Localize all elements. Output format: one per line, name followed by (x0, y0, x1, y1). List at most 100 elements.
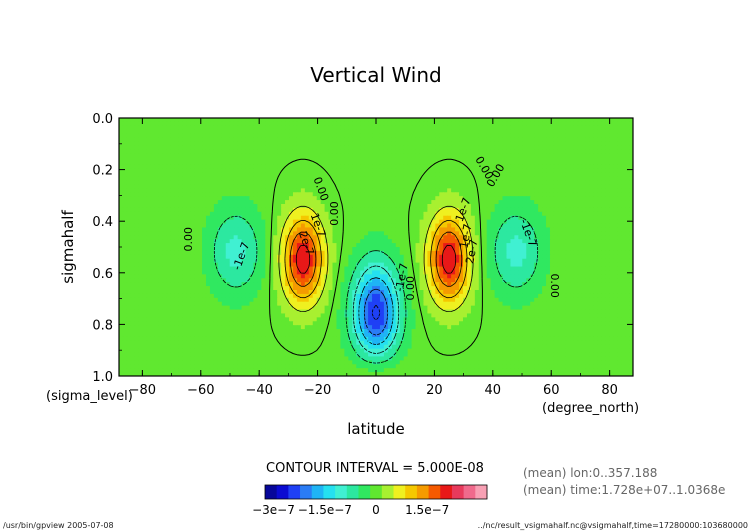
heatmap-cell (589, 204, 595, 209)
heatmap-cell (174, 211, 179, 217)
heatmap-cell (534, 258, 539, 264)
heatmap-cell (332, 121, 338, 127)
heatmap-cell (526, 254, 531, 260)
heatmap-cell (265, 125, 270, 131)
heatmap-cell (182, 176, 187, 182)
heatmap-cell (340, 196, 345, 201)
heatmap-cell (443, 161, 448, 166)
heatmap-cell (387, 239, 393, 244)
heatmap-cell (581, 262, 587, 268)
heatmap-cell (526, 161, 531, 166)
heatmap-cell (237, 125, 243, 131)
heatmap-cell (498, 200, 504, 205)
heatmap-cell (447, 247, 452, 252)
heatmap-cell (209, 250, 215, 256)
heatmap-cell (265, 266, 270, 272)
heatmap-cell (585, 231, 591, 236)
heatmap-cell (221, 164, 227, 170)
heatmap-cell (439, 211, 444, 217)
heatmap-cell (281, 227, 286, 232)
heatmap-cell (261, 168, 266, 174)
heatmap-cell (403, 239, 409, 244)
heatmap-cell (126, 266, 132, 272)
heatmap-cell (198, 223, 203, 229)
heatmap-cell (617, 215, 622, 221)
heatmap-cell (589, 239, 595, 244)
heatmap-cell (245, 180, 251, 186)
heatmap-cell (312, 176, 318, 182)
heatmap-cell (486, 121, 492, 127)
heatmap-cell (498, 227, 504, 232)
heatmap-cell (379, 227, 385, 232)
heatmap-cell (391, 149, 397, 154)
heatmap-cell (130, 204, 136, 209)
heatmap-cell (569, 211, 575, 217)
heatmap-cell (597, 235, 602, 240)
heatmap-cell (304, 129, 310, 135)
heatmap-cell (577, 164, 583, 170)
heatmap-cell (194, 161, 199, 166)
heatmap-cell (336, 137, 342, 143)
heatmap-cell (205, 188, 211, 193)
heatmap-cell (593, 118, 599, 123)
heatmap-cell (142, 231, 148, 236)
heatmap-cell (202, 243, 207, 248)
heatmap-cell (198, 129, 203, 135)
heatmap-cell (292, 239, 298, 244)
heatmap-cell (285, 227, 290, 232)
heatmap-cell (186, 223, 191, 229)
heatmap-cell (336, 231, 342, 236)
heatmap-cell (549, 161, 555, 166)
heatmap-cell (502, 137, 508, 143)
heatmap-cell (312, 125, 318, 131)
heatmap-cell (289, 176, 294, 182)
heatmap-cell (391, 204, 397, 209)
heatmap-cell (597, 211, 602, 217)
heatmap-cell (324, 258, 330, 264)
heatmap-cell (202, 141, 207, 146)
heatmap-cell (233, 118, 239, 123)
heatmap-cell (522, 231, 527, 236)
heatmap-cell (221, 207, 227, 213)
heatmap-cell (427, 207, 432, 213)
heatmap-cell (376, 192, 381, 197)
heatmap-cell (213, 200, 219, 205)
heatmap-cell (352, 196, 357, 201)
heatmap-cell (182, 227, 187, 232)
heatmap-cell (257, 129, 262, 135)
heatmap-cell (249, 164, 255, 170)
heatmap-cell (470, 118, 476, 123)
heatmap-cell (589, 157, 595, 162)
heatmap-cell (447, 219, 452, 225)
heatmap-cell (241, 266, 247, 272)
heatmap-cell (217, 141, 223, 146)
heatmap-cell (304, 247, 310, 252)
heatmap-cell (209, 239, 215, 244)
heatmap-cell (553, 168, 559, 174)
heatmap-cell (625, 180, 630, 186)
heatmap-cell (609, 168, 614, 174)
heatmap-cell (466, 235, 472, 240)
heatmap-cell (146, 223, 152, 229)
heatmap-cell (182, 200, 187, 205)
heatmap-cell (233, 219, 239, 225)
heatmap-cell (257, 149, 262, 154)
heatmap-cell (340, 137, 345, 143)
heatmap-cell (625, 184, 630, 189)
heatmap-cell (190, 168, 195, 174)
heatmap-cell (534, 247, 539, 252)
heatmap-cell (462, 172, 468, 178)
heatmap-cell (455, 180, 460, 186)
heatmap-cell (368, 231, 373, 236)
heatmap-cell (372, 153, 377, 158)
heatmap-cell (130, 215, 136, 221)
heatmap-cell (134, 141, 140, 146)
heatmap-cell (621, 176, 626, 182)
heatmap-cell (443, 188, 448, 193)
heatmap-cell (459, 145, 464, 150)
heatmap-cell (194, 219, 199, 225)
heatmap-cell (542, 164, 547, 170)
heatmap-cell (364, 153, 369, 158)
heatmap-cell (621, 204, 626, 209)
heatmap-cell (609, 188, 614, 193)
